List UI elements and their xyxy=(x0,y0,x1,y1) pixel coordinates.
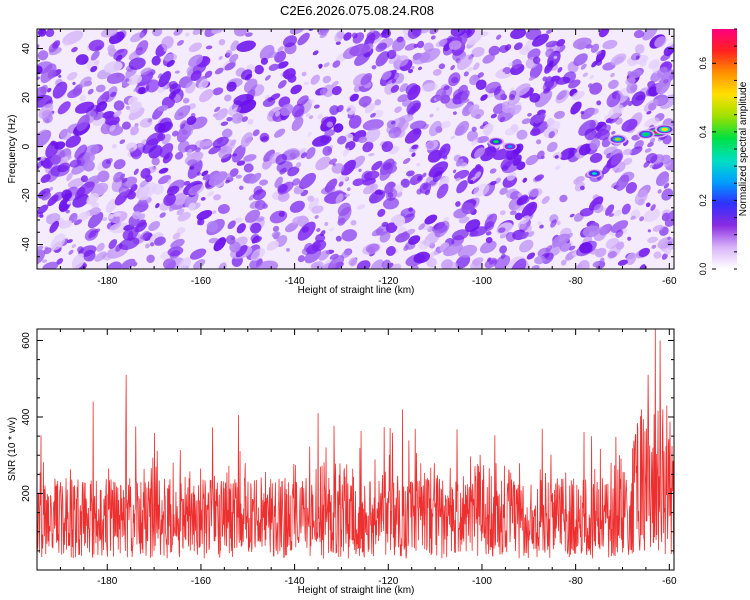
spectrogram-panel: -180 -160 -140 -120 -100 -80 -60 -40 -20 0 20 40 H… xyxy=(7,28,677,296)
colorbar-axis: 0.0 0.2 0.4 0.6 xyxy=(698,28,737,276)
spectrogram-xlabel: Height of straight line (km) xyxy=(298,285,415,296)
x-tick-label: -60 xyxy=(662,276,677,287)
snr-frame xyxy=(36,328,675,571)
x-tick-label: -140 xyxy=(285,276,305,287)
colorbar-tick-label: 0.4 xyxy=(698,126,708,139)
snr-y-axis: 200 400 600 xyxy=(21,332,674,571)
x-tick-label: -80 xyxy=(568,576,583,587)
x-tick-label: -120 xyxy=(378,576,398,587)
x-tick-label: -80 xyxy=(568,276,583,287)
x-tick-label: -180 xyxy=(97,576,117,587)
spectrogram-x-axis: -180 -160 -140 -120 -100 -80 -60 xyxy=(36,29,677,287)
y-tick-label: 20 xyxy=(21,92,32,104)
figure-title: C2E6.2026.075.08.24.R08 xyxy=(280,3,434,18)
x-tick-label: -100 xyxy=(472,576,492,587)
snr-series-line xyxy=(36,328,675,559)
colorbar-tick-label: 0.0 xyxy=(698,263,708,276)
x-tick-label: -140 xyxy=(285,576,305,587)
y-tick-label: 600 xyxy=(21,332,32,349)
colorbar-gradient xyxy=(712,29,737,269)
colorbar-tick-label: 0.2 xyxy=(698,194,708,207)
heatmap-hotspot xyxy=(608,134,628,145)
spectrogram-frame xyxy=(36,28,675,270)
snr-trace xyxy=(36,328,675,559)
x-tick-label: -60 xyxy=(662,576,677,587)
y-tick-label: -40 xyxy=(21,237,32,252)
y-tick-label: 40 xyxy=(21,43,32,55)
heatmap-noise xyxy=(37,29,674,269)
heatmap-hotspot xyxy=(586,169,602,178)
spectrogram-heatmap xyxy=(37,29,674,269)
y-tick-label: -20 xyxy=(21,188,32,203)
snr-panel: -180 -160 -140 -120 -100 -80 -60 200 400 600 Hei… xyxy=(7,328,677,596)
colorbar-label: Normalized spectral amplitude xyxy=(738,81,749,216)
heatmap-hotspot xyxy=(487,137,505,147)
heatmap-hotspot xyxy=(654,124,674,135)
x-tick-label: -120 xyxy=(378,276,398,287)
x-tick-label: -100 xyxy=(472,276,492,287)
y-tick-label: 200 xyxy=(21,485,32,502)
x-tick-label: -160 xyxy=(191,576,211,587)
y-tick-label: 400 xyxy=(21,408,32,425)
snr-ylabel: SNR (10 * v/v) xyxy=(7,417,18,481)
snr-x-axis: -180 -160 -140 -120 -100 -80 -60 xyxy=(36,329,677,587)
colorbar-tick-label: 0.6 xyxy=(698,57,708,70)
heatmap-hotspot xyxy=(503,142,518,151)
spectrogram-ylabel: Frequency (Hz) xyxy=(7,115,18,184)
colorbar: 0.0 0.2 0.4 0.6 Normalized spectral amplitu… xyxy=(698,28,749,276)
x-tick-label: -160 xyxy=(191,276,211,287)
y-tick-label: 0 xyxy=(21,143,32,149)
spectrogram-y-axis: -40 -20 0 20 40 xyxy=(21,35,674,270)
heatmap-hotspot xyxy=(637,129,655,139)
snr-xlabel: Height of straight line (km) xyxy=(298,585,415,596)
x-tick-label: -180 xyxy=(97,276,117,287)
